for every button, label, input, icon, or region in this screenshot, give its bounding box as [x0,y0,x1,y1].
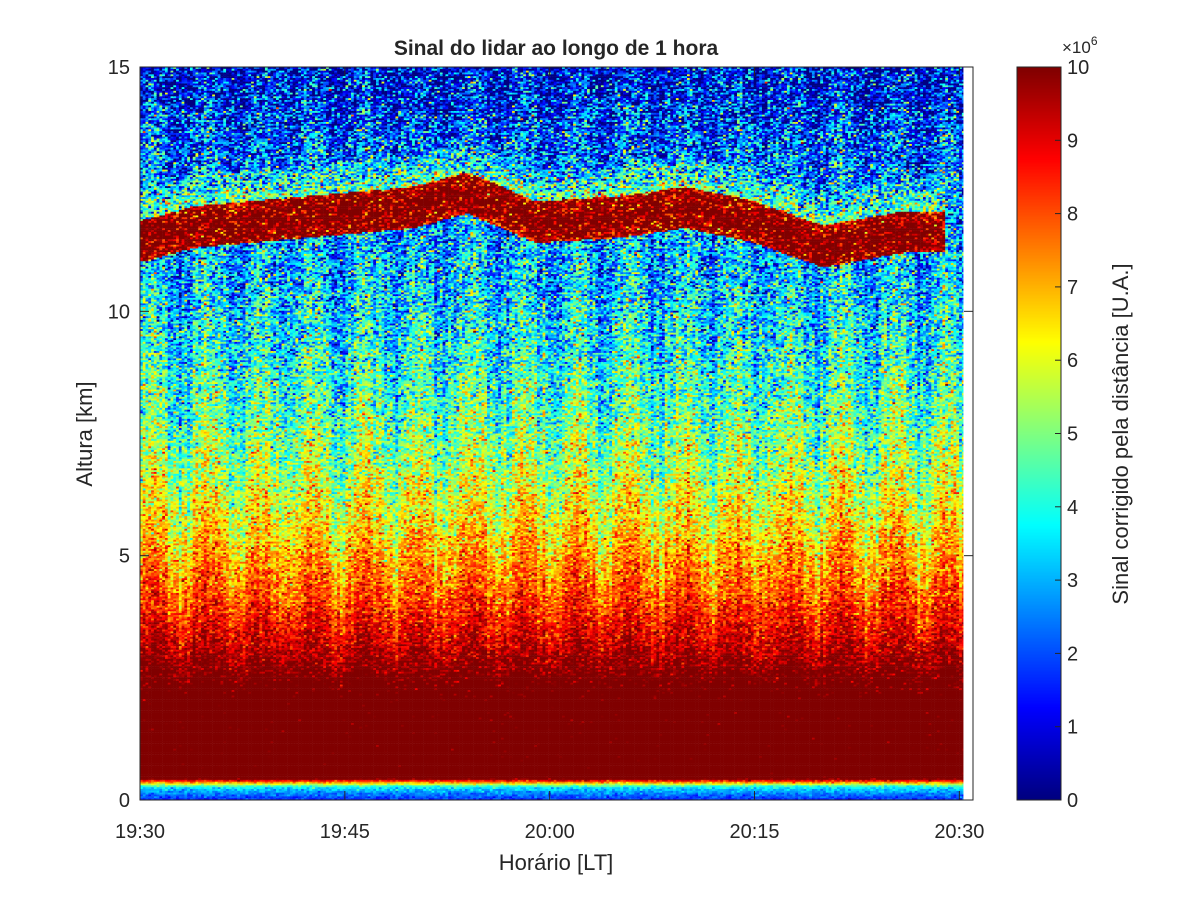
colorbar-tick-label: 3 [1067,570,1078,592]
x-tick-label: 19:45 [320,821,370,843]
colorbar-tick-label: 7 [1067,277,1078,299]
y-axis-ticks: 0 5 10 15 [108,57,973,812]
y-tick-label: 5 [119,546,130,568]
colorbar-tick-label: 8 [1067,204,1078,226]
x-axis-label: Horário [LT] [499,850,614,875]
colorbar-tick-label: 4 [1067,497,1078,519]
y-tick-label: 0 [119,790,130,812]
x-tick-label: 20:30 [934,821,984,843]
colorbar-ticks: 0 1 2 3 4 5 6 7 8 9 10 [1055,57,1089,812]
colorbar-multiplier: ×106 [1062,34,1098,57]
colorbar-label: Sinal corrigido pela distância [U.A.] [1108,263,1133,604]
x-tick-label: 19:30 [115,821,165,843]
colorbar-tick-label: 1 [1067,717,1078,739]
y-axis-label: Altura [km] [72,381,97,486]
lidar-heatmap [140,67,973,800]
colorbar-tick-label: 6 [1067,350,1078,372]
y-tick-label: 10 [108,301,130,323]
x-axis-ticks: 19:30 19:45 20:00 20:15 20:30 [115,67,984,843]
x-tick-label: 20:15 [729,821,779,843]
colorbar-tick-label: 0 [1067,790,1078,812]
chart-title: Sinal do lidar ao longo de 1 hora [394,37,719,60]
y-tick-label: 15 [108,57,130,79]
x-tick-label: 20:00 [525,821,575,843]
colorbar-gradient [1017,67,1061,800]
colorbar-frame [1016,66,1062,801]
colorbar-tick-label: 10 [1067,57,1089,79]
colorbar-tick-label: 2 [1067,643,1078,665]
colorbar-tick-label: 5 [1067,424,1078,446]
plot-frame [139,66,974,801]
colorbar-tick-label: 9 [1067,130,1078,152]
